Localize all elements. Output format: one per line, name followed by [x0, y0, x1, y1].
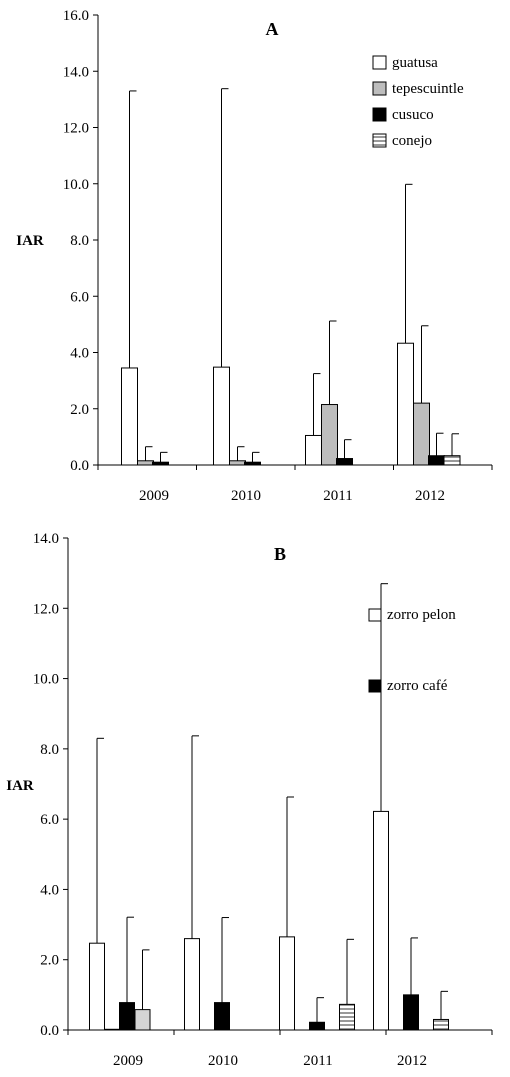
bar — [336, 458, 353, 466]
bar — [309, 1021, 325, 1031]
panel-label: A — [266, 19, 279, 39]
bar — [184, 938, 200, 1031]
bar — [443, 455, 461, 466]
bar — [244, 461, 261, 466]
y-tick-label: 2.0 — [40, 953, 59, 969]
legend-swatch — [372, 133, 387, 148]
y-tick-label: 4.0 — [70, 346, 89, 362]
legend-label: zorro pelon — [387, 607, 456, 623]
y-axis-label: IAR — [16, 233, 44, 249]
bar — [428, 455, 445, 466]
bar — [121, 367, 138, 466]
y-tick-label: 14.0 — [63, 64, 89, 80]
y-tick-label: 6.0 — [70, 289, 89, 305]
bar — [373, 810, 389, 1031]
bar — [433, 1018, 449, 1031]
y-tick-label: 8.0 — [40, 742, 59, 758]
x-tick-label: 2011 — [323, 488, 352, 504]
bar — [305, 434, 322, 466]
x-tick-label: 2012 — [397, 1053, 427, 1069]
y-tick-label: 4.0 — [40, 882, 59, 898]
y-tick-label: 10.0 — [33, 672, 59, 688]
bar — [213, 366, 230, 466]
bar — [104, 1028, 121, 1031]
legend-swatch — [372, 81, 387, 96]
y-tick-label: 6.0 — [40, 812, 59, 828]
bar — [137, 460, 154, 466]
legend-swatch — [368, 679, 382, 693]
x-tick-label: 2011 — [303, 1053, 332, 1069]
legend-label: conejo — [392, 133, 432, 149]
bar — [413, 402, 430, 466]
legend-swatch — [368, 608, 382, 622]
x-tick-label: 2010 — [231, 488, 261, 504]
y-tick-label: 0.0 — [70, 458, 89, 474]
chart-panel-b: 0.0 2.0 4.0 6.0 8.0 10.0 12.0 14.0 2009 2010 2011 2… — [6, 531, 493, 1069]
legend-label: zorro café — [387, 678, 448, 694]
bar — [134, 1009, 151, 1031]
bar — [229, 460, 246, 466]
y-tick-label: 12.0 — [33, 601, 59, 617]
bar — [339, 1003, 355, 1031]
y-axis-label: IAR — [6, 778, 34, 794]
x-tick-label: 2009 — [113, 1053, 143, 1069]
bar — [214, 1002, 230, 1031]
bar — [403, 994, 419, 1031]
bar — [279, 936, 295, 1031]
y-tick-label: 12.0 — [63, 121, 89, 137]
legend-swatch — [372, 107, 387, 122]
chart-panel-a: 0.0 2.0 4.0 6.0 8.0 10.0 12.0 14.0 16.0 2009 2010 2… — [16, 8, 493, 504]
bar — [321, 404, 338, 466]
legend-label: guatusa — [392, 55, 438, 71]
y-tick-label: 8.0 — [70, 233, 89, 249]
x-tick-label: 2010 — [208, 1053, 238, 1069]
bar — [119, 1002, 135, 1031]
x-tick-label: 2012 — [415, 488, 445, 504]
y-tick-label: 14.0 — [33, 531, 59, 547]
y-tick-label: 2.0 — [70, 402, 89, 418]
legend-swatch — [372, 55, 387, 70]
y-tick-label: 0.0 — [40, 1023, 59, 1039]
bar — [89, 942, 105, 1031]
bar — [397, 342, 414, 466]
y-tick-label: 16.0 — [63, 8, 89, 24]
legend-label: cusuco — [392, 107, 434, 123]
x-tick-label: 2009 — [139, 488, 169, 504]
legend-label: tepescuintle — [392, 81, 464, 97]
y-tick-label: 10.0 — [63, 177, 89, 193]
bar — [152, 461, 169, 466]
panel-label: B — [274, 544, 286, 564]
